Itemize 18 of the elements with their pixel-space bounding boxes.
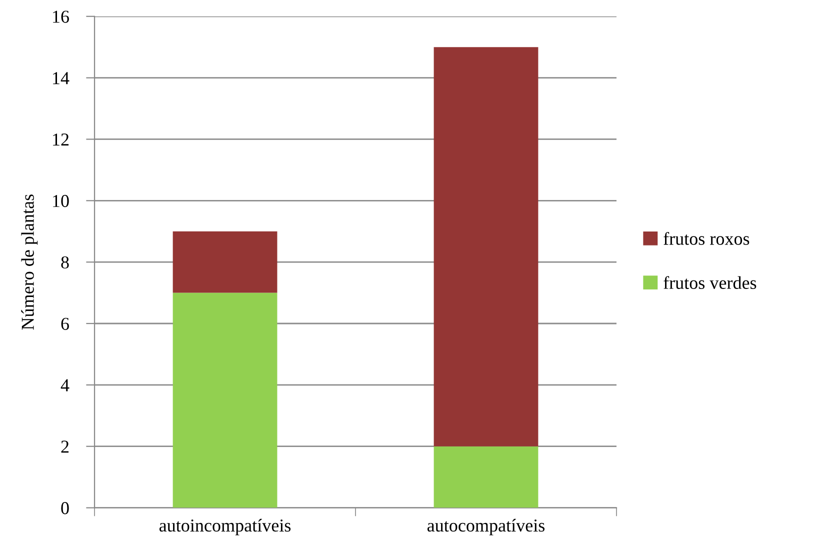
y-tick-label: 6	[61, 318, 69, 330]
y-tick-label: 0	[61, 502, 69, 514]
legend-label: frutos verdes	[664, 276, 756, 289]
x-tick-label: autoincompatíveis	[159, 518, 291, 536]
y-tick-label: 16	[53, 10, 69, 23]
y-axis-title: Número de plantas	[21, 194, 38, 330]
y-tick-label: 8	[61, 256, 69, 269]
y-tick-label: 2	[61, 440, 69, 453]
y-tick-label: 12	[53, 134, 69, 146]
bar	[434, 47, 538, 446]
bar	[172, 231, 278, 293]
x-tick-label: autocompatíveis	[427, 518, 545, 536]
y-tick-label: 14	[53, 72, 70, 84]
bar	[434, 446, 538, 508]
y-tick-label: 10	[53, 194, 69, 208]
legend-label: frutos roxos	[664, 232, 750, 245]
y-tick-label: 4	[60, 379, 70, 392]
bar	[172, 292, 278, 508]
